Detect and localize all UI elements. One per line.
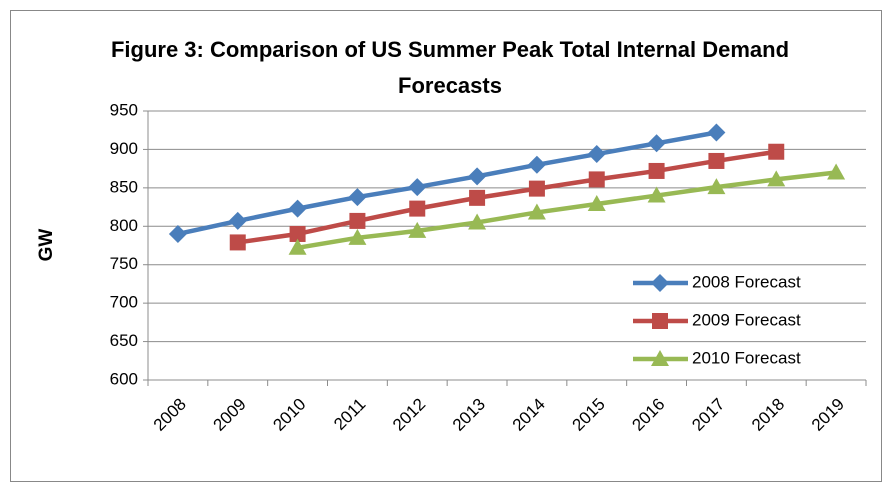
- chart-frame: [10, 10, 882, 482]
- x-tick-label: 2008: [150, 395, 190, 435]
- x-tick-label: 2011: [330, 395, 369, 434]
- marker: [708, 152, 725, 169]
- marker: [527, 155, 546, 174]
- marker: [408, 178, 427, 197]
- x-tick-label: 2014: [509, 395, 549, 435]
- marker: [288, 238, 307, 255]
- y-tick-label: 650: [110, 331, 138, 350]
- marker: [652, 313, 668, 329]
- marker: [648, 162, 665, 179]
- x-tick-label: 2019: [808, 395, 848, 435]
- marker: [469, 189, 486, 206]
- marker: [408, 221, 427, 238]
- marker: [229, 234, 246, 251]
- y-tick-label: 800: [110, 216, 138, 235]
- marker: [651, 350, 669, 366]
- marker: [168, 224, 187, 243]
- marker: [289, 225, 306, 242]
- marker: [587, 145, 606, 164]
- marker: [528, 180, 545, 197]
- x-tick-label: 2016: [628, 395, 668, 435]
- x-tick-label: 2015: [569, 395, 609, 435]
- y-tick-label: 850: [110, 177, 138, 196]
- marker: [647, 186, 666, 203]
- y-tick-label: 900: [110, 139, 138, 158]
- marker: [651, 274, 669, 292]
- marker: [468, 213, 487, 230]
- marker: [827, 163, 846, 180]
- y-tick-label: 600: [110, 369, 138, 388]
- marker: [707, 123, 726, 142]
- y-tick-label: 950: [110, 100, 138, 119]
- marker: [468, 167, 487, 186]
- y-axis-label: GW: [36, 229, 57, 262]
- y-tick-label: 700: [110, 293, 138, 312]
- legend-label: 2008 Forecast: [692, 272, 801, 291]
- marker: [349, 212, 366, 229]
- marker: [409, 200, 426, 217]
- marker: [348, 188, 367, 207]
- marker: [228, 211, 247, 230]
- x-tick-label: 2012: [389, 395, 429, 435]
- marker: [288, 199, 307, 218]
- x-tick-label: 2010: [269, 395, 309, 435]
- x-tick-label: 2009: [210, 395, 250, 435]
- marker: [527, 203, 546, 220]
- marker: [707, 178, 726, 195]
- x-tick-label: 2018: [748, 395, 788, 435]
- chart-title: Figure 3: Comparison of US Summer Peak T…: [110, 37, 790, 98]
- series-line: [177, 130, 717, 237]
- series-line: [297, 170, 837, 251]
- x-tick-label: 2017: [688, 395, 728, 435]
- series-line: [237, 149, 777, 245]
- y-tick-label: 750: [110, 254, 138, 273]
- x-tick-label: 2013: [449, 395, 489, 435]
- marker: [767, 170, 786, 187]
- marker: [588, 171, 605, 188]
- marker: [647, 134, 666, 153]
- marker: [587, 194, 606, 211]
- marker: [768, 143, 785, 160]
- legend-label: 2010 Forecast: [692, 348, 801, 367]
- legend-label: 2009 Forecast: [692, 310, 801, 329]
- marker: [348, 228, 367, 245]
